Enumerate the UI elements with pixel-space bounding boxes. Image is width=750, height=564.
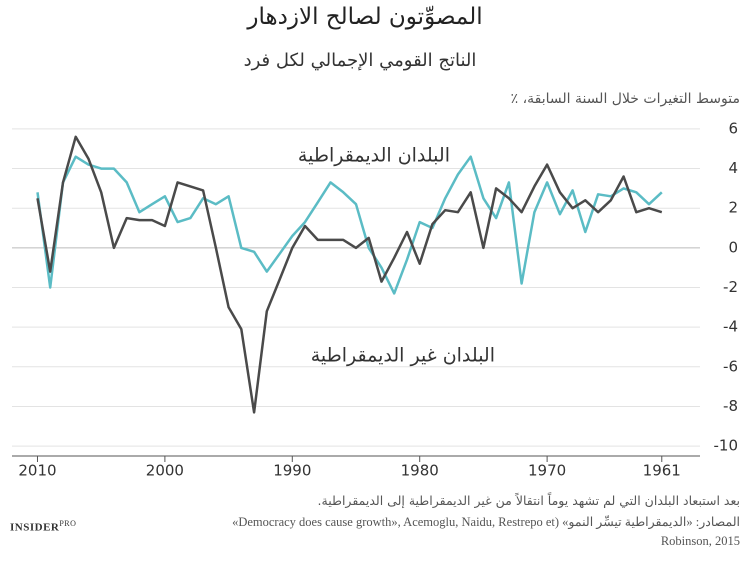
y-tick-label: -10 bbox=[714, 437, 739, 455]
source: المصادر: «الديمقراطية تيسِّر النمو» (Dem… bbox=[232, 515, 740, 529]
y-tick-label: 4 bbox=[728, 159, 738, 177]
x-tick-label: 1990 bbox=[273, 462, 311, 480]
y-tick-label: -2 bbox=[723, 278, 738, 296]
y-tick-label: 6 bbox=[728, 119, 738, 137]
y-tick-label: -4 bbox=[723, 318, 738, 336]
source: Robinson, 2015 bbox=[660, 534, 740, 548]
series-label: البلدان غير الديمقراطية bbox=[311, 345, 495, 367]
x-tick-label: 2000 bbox=[146, 462, 184, 480]
brand-suffix: PRO bbox=[59, 519, 77, 528]
y-tick-label: 2 bbox=[728, 199, 738, 217]
series-line bbox=[36, 135, 663, 414]
chart-subtitle: الناتج القومي الإجمالي لكل فرد bbox=[243, 50, 477, 71]
brand-logo: INSIDERPRO bbox=[10, 519, 76, 534]
footnote: بعد استبعاد البلدان التي لم تشهد يوماً ا… bbox=[317, 493, 740, 508]
chart-title: المصوِّتون لصالح الازدهار bbox=[247, 4, 483, 30]
brand: INSIDER bbox=[10, 521, 60, 534]
x-tick-label: 1970 bbox=[528, 462, 566, 480]
y-tick-label: -8 bbox=[723, 397, 738, 415]
x-tick-label: 1961 bbox=[643, 462, 681, 480]
y-tick-label: -6 bbox=[723, 357, 738, 375]
x-tick-label: 1980 bbox=[401, 462, 439, 480]
y-tick-label: 0 bbox=[728, 238, 738, 256]
y-axis-label: متوسط التغيرات خلال السنة السابقة، ٪ bbox=[510, 91, 740, 107]
x-tick-label: 2010 bbox=[18, 462, 56, 480]
series-label: البلدان الديمقراطية bbox=[298, 145, 450, 167]
series-line bbox=[36, 155, 663, 295]
